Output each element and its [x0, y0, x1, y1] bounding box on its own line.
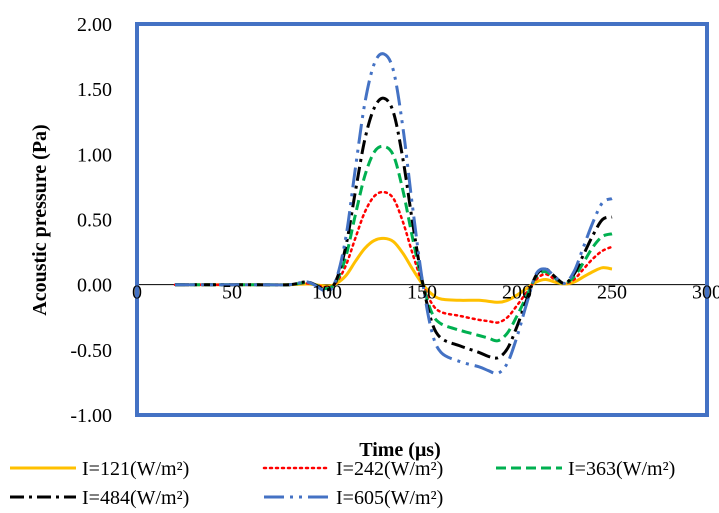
x-axis-title: Time (μs)	[359, 439, 441, 461]
y-tick-label: 2.00	[77, 14, 112, 36]
legend-item-5: I=605(W/m²)	[264, 487, 443, 509]
y-tick-label: -0.50	[70, 340, 112, 362]
x-tick-label: 100	[312, 281, 342, 303]
legend-label: I=121(W/m²)	[82, 458, 189, 480]
y-axis-title: Acoustic pressure (Pa)	[29, 124, 51, 315]
x-tick-label: 300	[692, 281, 719, 303]
x-tick-label: 0	[132, 281, 142, 303]
series-layer	[137, 52, 707, 376]
legend-item-3: I=363(W/m²)	[496, 458, 675, 480]
y-tick-label: 0.50	[77, 210, 112, 232]
y-tick-label: 1.00	[77, 144, 112, 166]
plot-frame	[135, 22, 709, 417]
x-tick-label: 250	[597, 281, 627, 303]
legend-item-2: I=242(W/m²)	[262, 458, 443, 480]
y-tick-label: 1.50	[77, 79, 112, 101]
legend-item-4: I=484(W/m²)	[10, 487, 189, 509]
y-tick-label: -1.00	[70, 405, 112, 427]
legend-label: I=242(W/m²)	[336, 458, 443, 480]
x-tick-label: 200	[502, 281, 532, 303]
x-tick-label: 50	[222, 281, 242, 303]
x-tick-label: 150	[407, 281, 437, 303]
legend-item-1: I=121(W/m²)	[10, 458, 189, 480]
legend: I=121(W/m²) I=242(W/m²) I=363(W/m²) I=484(W…	[10, 458, 675, 509]
series-line-4	[174, 96, 613, 360]
series-line-5	[174, 52, 613, 376]
legend-label: I=363(W/m²)	[568, 458, 675, 480]
ticks-layer: 0 50 100 150 200 250 300 2.00 1.50 1.00 0.50 0.00 -0…	[70, 14, 719, 427]
legend-label: I=484(W/m²)	[82, 487, 189, 509]
y-tick-label: 0.00	[77, 275, 112, 297]
legend-label: I=605(W/m²)	[336, 487, 443, 509]
